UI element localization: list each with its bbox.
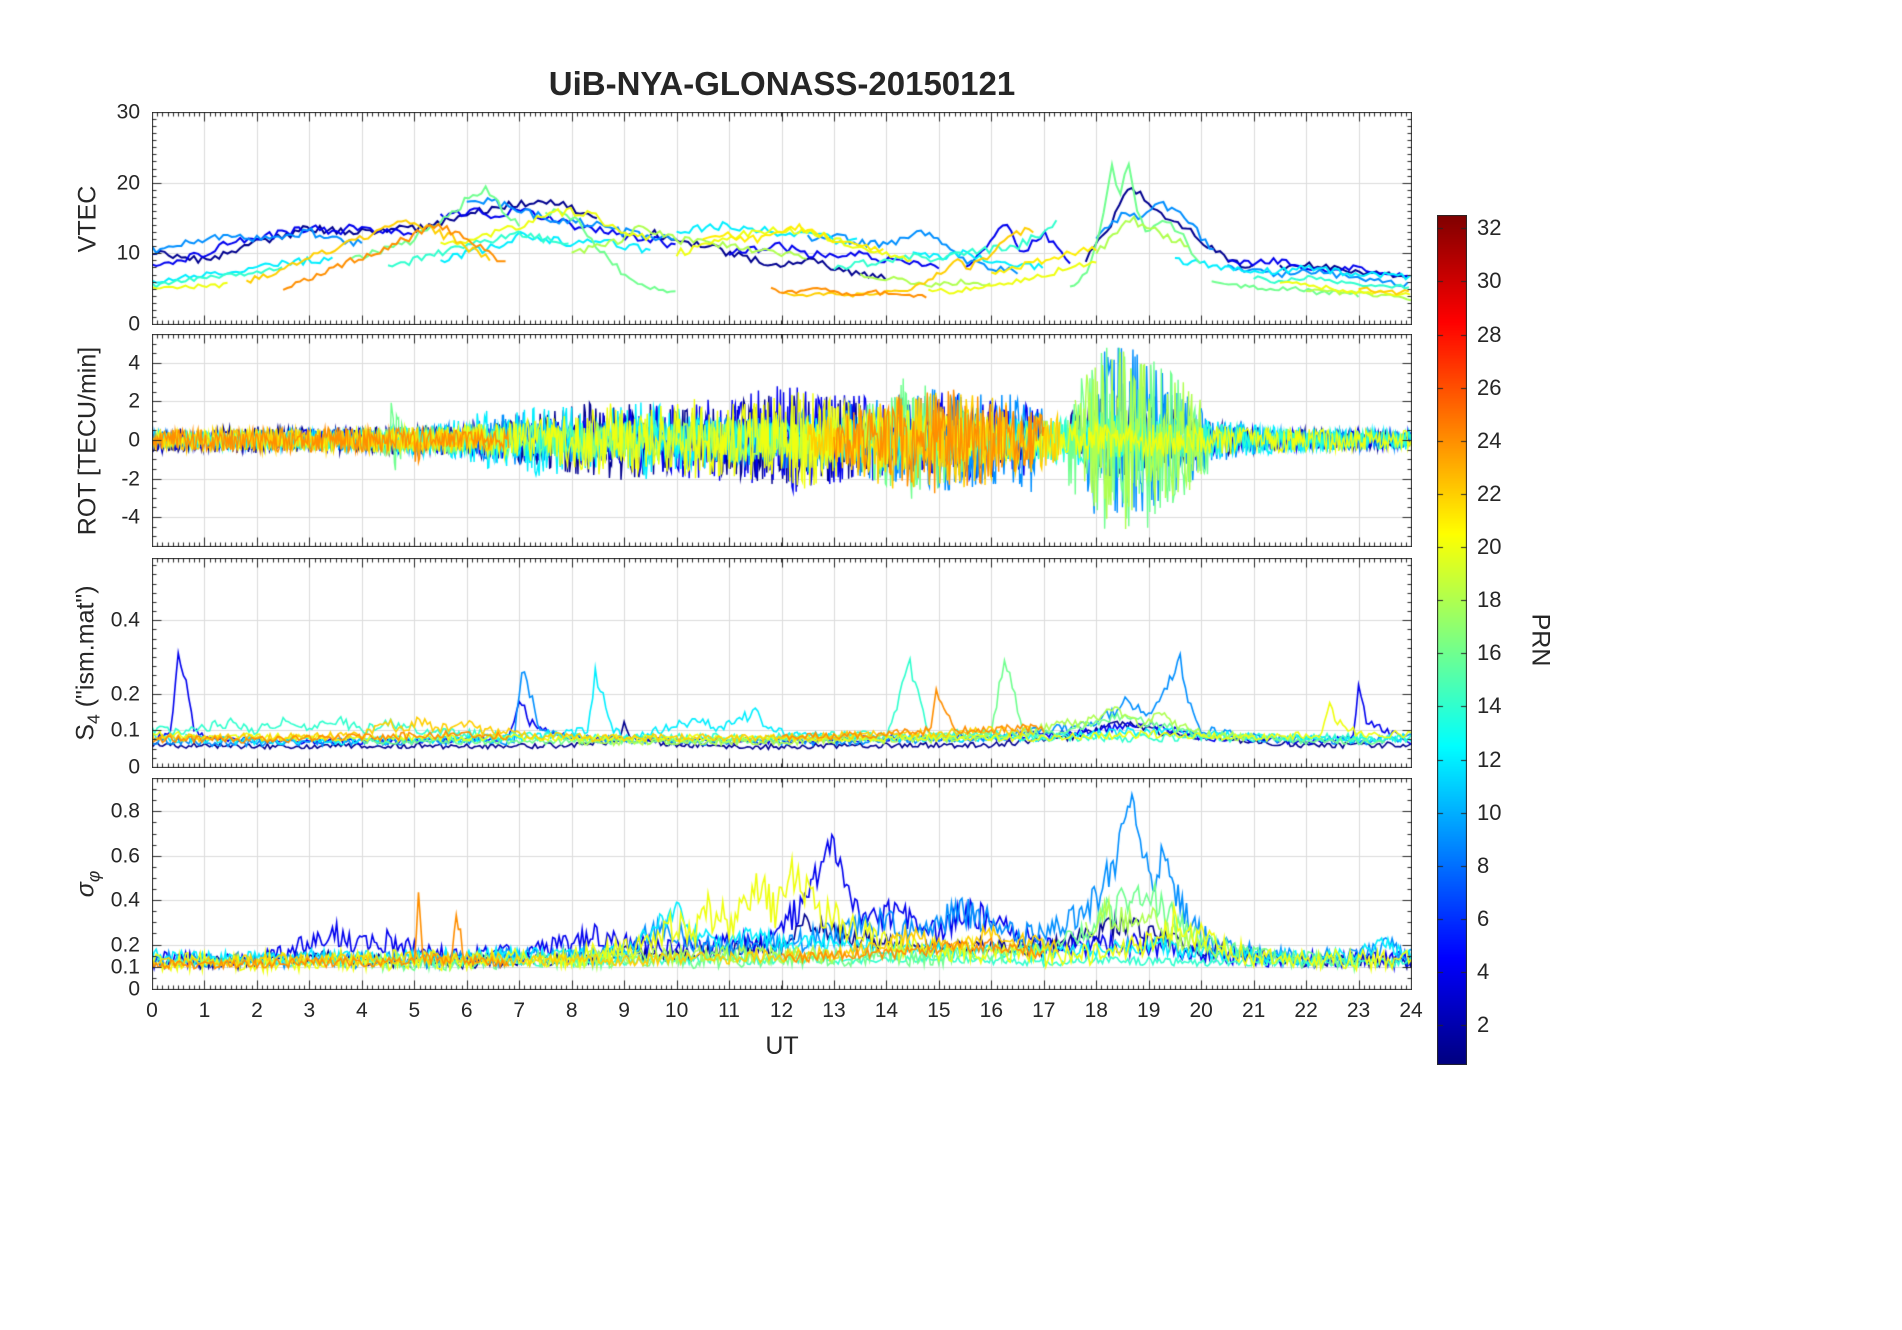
y-tick-label-vtec: 20 xyxy=(116,171,140,195)
y-axis-label-part: 4 xyxy=(83,714,104,724)
y-tick-label-rot: 2 xyxy=(128,389,140,413)
x-tick-label: 12 xyxy=(769,999,794,1022)
colorbar-tick-label: 6 xyxy=(1477,905,1490,931)
x-tick-label: 22 xyxy=(1294,999,1318,1022)
colorbar-gradient xyxy=(1437,215,1467,1065)
y-tick-label-sigma-phi: 0.4 xyxy=(110,888,140,912)
colorbar-tick-label: 30 xyxy=(1477,268,1502,294)
x-tick-label: 1 xyxy=(198,999,211,1022)
x-tick-label: 23 xyxy=(1346,999,1371,1022)
figure-title: UiB-NYA-GLONASS-20150121 xyxy=(548,65,1016,102)
x-tick-label: 15 xyxy=(927,999,951,1022)
y-axis-label-vtec: VTEC xyxy=(74,185,103,252)
colorbar-tick-label: 26 xyxy=(1477,374,1502,400)
y-axis-label-part: VTEC xyxy=(73,185,102,252)
y-tick-label-rot: -4 xyxy=(121,505,140,529)
y-tick-label-vtec: 0 xyxy=(128,312,140,336)
panel-vtec-plot xyxy=(152,112,1412,325)
colorbar-tick-label: 22 xyxy=(1477,480,1502,506)
y-axis-label-rot: ROT [TECU/min] xyxy=(74,346,103,534)
y-tick-label-s4: 0.4 xyxy=(110,608,140,632)
x-axis-label: UT xyxy=(765,1032,799,1060)
x-tick-label: 3 xyxy=(303,999,316,1022)
x-tick-label: 13 xyxy=(822,999,846,1022)
x-tick-label: 11 xyxy=(718,999,740,1022)
x-tick-label: 2 xyxy=(251,999,263,1022)
colorbar-tick-label: 2 xyxy=(1477,1012,1490,1038)
colorbar-tick-label: 18 xyxy=(1477,587,1502,613)
colorbar-tick-label: 32 xyxy=(1477,215,1502,241)
y-tick-label-s4: 0.1 xyxy=(110,718,140,742)
x-tick-label: 0 xyxy=(146,999,158,1022)
colorbar-tick-label: 10 xyxy=(1477,799,1502,825)
colorbar-tick-label: 16 xyxy=(1477,640,1502,666)
y-axis-label-part: ROT [TECU/min] xyxy=(73,346,102,535)
x-tick-label: 4 xyxy=(355,999,368,1022)
x-tick-label: 21 xyxy=(1241,999,1266,1022)
y-tick-label-rot: -2 xyxy=(121,467,140,491)
x-tick-label: 19 xyxy=(1137,999,1161,1022)
y-tick-label-sigma-phi: 0 xyxy=(128,977,140,1001)
colorbar-tick-label: 14 xyxy=(1477,693,1502,719)
colorbar-tick-label: 28 xyxy=(1477,321,1502,347)
y-tick-label-rot: 4 xyxy=(128,351,140,375)
panel-sigma-phi-plot xyxy=(152,778,1412,990)
y-axis-label-part: S xyxy=(71,723,100,741)
colorbar-tick-label: 20 xyxy=(1477,534,1502,560)
panel-s4-plot xyxy=(152,558,1412,768)
x-tick-label: 6 xyxy=(460,999,473,1022)
x-tick-label: 17 xyxy=(1032,999,1056,1022)
y-axis-label-s4: S4 ("ism.mat") xyxy=(72,585,105,740)
x-tick-label: 24 xyxy=(1399,999,1423,1022)
x-tick-label: 9 xyxy=(618,999,630,1022)
colorbar-tick-label: 24 xyxy=(1477,427,1502,453)
y-tick-label-vtec: 10 xyxy=(116,241,140,265)
x-tick-label: 8 xyxy=(565,999,578,1022)
x-tick-label: 18 xyxy=(1084,999,1108,1022)
y-tick-label-sigma-phi: 0.8 xyxy=(110,799,140,823)
colorbar-label: PRN xyxy=(1526,613,1555,667)
x-tick-label: 5 xyxy=(408,999,421,1022)
x-tick-label: 14 xyxy=(874,999,899,1022)
y-tick-label-sigma-phi: 0.2 xyxy=(110,933,140,957)
y-tick-label-s4: 0 xyxy=(128,755,140,779)
x-tick-label: 7 xyxy=(513,999,526,1022)
x-tick-label: 16 xyxy=(979,999,1004,1022)
panel-rot-plot xyxy=(152,334,1412,547)
y-axis-label-sigma-phi: σφ xyxy=(72,871,105,898)
x-tick-label: 10 xyxy=(664,999,689,1022)
colorbar-tick-label: 8 xyxy=(1477,852,1490,878)
y-tick-label-s4: 0.2 xyxy=(110,682,140,706)
y-tick-label-sigma-phi: 0.1 xyxy=(110,955,140,979)
x-tick-label: 20 xyxy=(1189,999,1213,1022)
y-axis-label-part: φ xyxy=(83,870,104,883)
y-axis-label-part: σ xyxy=(71,882,100,898)
y-tick-label-vtec: 30 xyxy=(116,100,140,124)
y-tick-label-sigma-phi: 0.6 xyxy=(110,844,140,868)
colorbar-tick-label: 4 xyxy=(1477,959,1490,985)
y-axis-label-part: ("ism.mat") xyxy=(71,585,100,715)
colorbar-tick-label: 12 xyxy=(1477,746,1502,772)
y-tick-label-rot: 0 xyxy=(128,428,140,452)
